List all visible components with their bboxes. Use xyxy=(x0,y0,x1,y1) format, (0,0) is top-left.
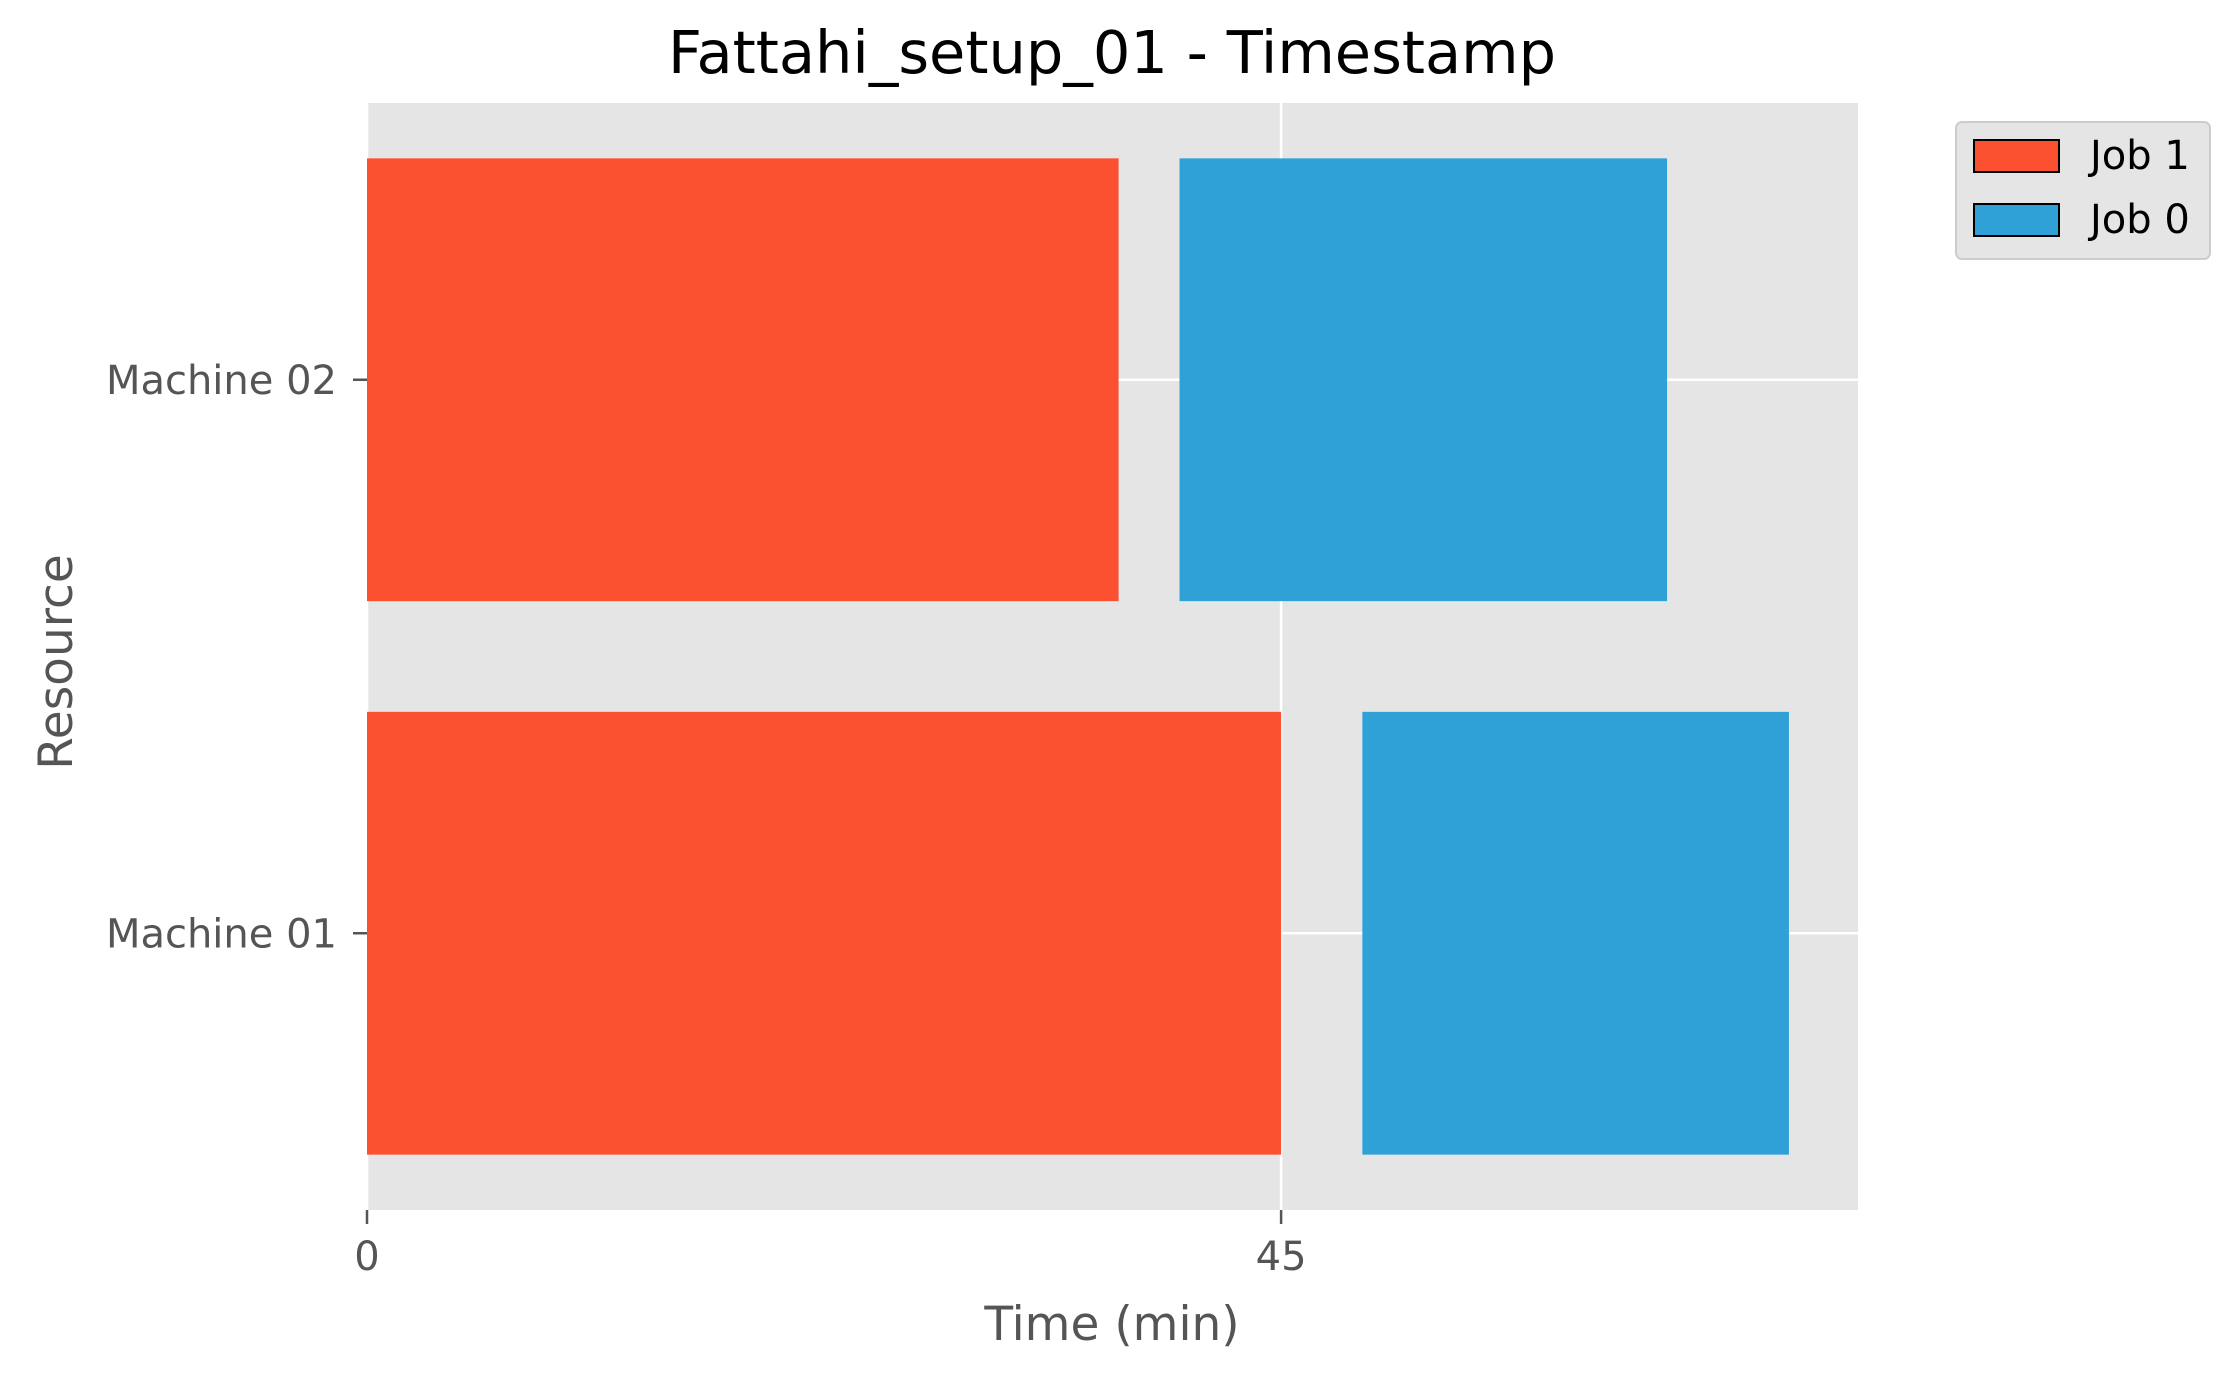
legend-label: Job 0 xyxy=(2087,197,2190,243)
x-axis-label: Time (min) xyxy=(983,1297,1239,1352)
bar-job-0-machine-02 xyxy=(1179,158,1668,602)
bar-job-0-machine-01 xyxy=(1362,711,1789,1155)
legend-swatch xyxy=(1973,203,2060,237)
y-axis-ticks: Machine 01 Machine 02 xyxy=(106,358,367,957)
y-axis-label: Resource xyxy=(29,554,84,770)
x-tick-label: 45 xyxy=(1256,1234,1307,1280)
legend-swatch xyxy=(1973,139,2060,173)
y-tick-label: Machine 01 xyxy=(106,911,337,957)
legend-label: Job 1 xyxy=(2087,133,2190,179)
x-axis-ticks: 0 45 xyxy=(354,1210,1307,1280)
bar-job-1-machine-02 xyxy=(367,158,1119,602)
legend: Job 1 Job 0 xyxy=(1955,121,2211,260)
bars-group xyxy=(367,158,1789,1155)
bar-job-1-machine-01 xyxy=(367,711,1282,1155)
chart-title: Fattahi_setup_01 - Timestamp xyxy=(668,18,1556,87)
x-tick-label: 0 xyxy=(354,1234,379,1280)
y-tick-label: Machine 02 xyxy=(106,358,337,404)
